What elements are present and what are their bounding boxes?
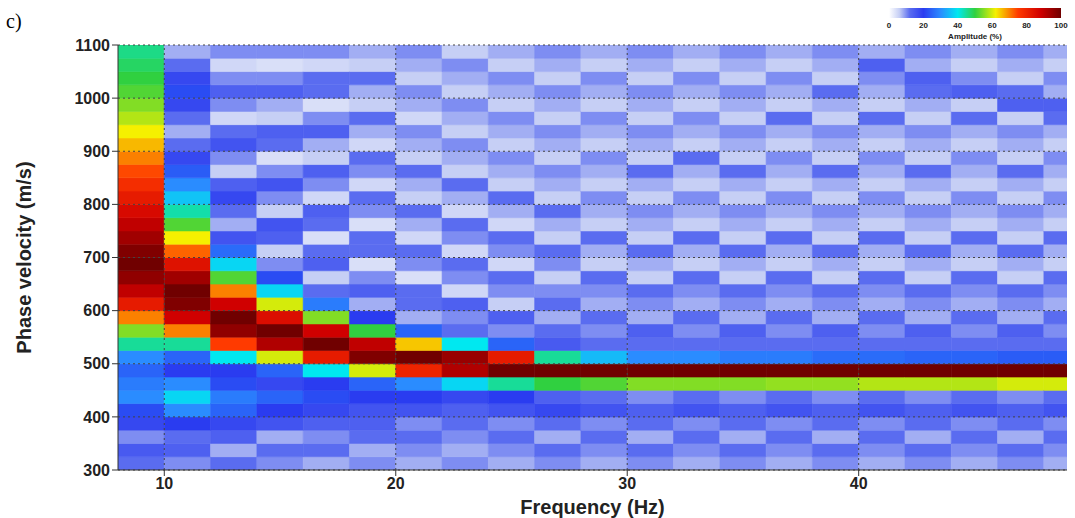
html-text:c): c) xyxy=(6,10,22,32)
svg-text:400: 400 xyxy=(83,409,110,426)
svg-text:40: 40 xyxy=(850,475,868,492)
svg-text:Phase velocity (m/s): Phase velocity (m/s) xyxy=(13,161,35,353)
svg-text:500: 500 xyxy=(83,355,110,372)
svg-text:60: 60 xyxy=(988,21,997,30)
svg-text:30: 30 xyxy=(618,475,636,492)
svg-text:Frequency (Hz): Frequency (Hz) xyxy=(520,496,664,518)
svg-text:700: 700 xyxy=(83,249,110,266)
svg-text:10: 10 xyxy=(155,475,173,492)
svg-text:20: 20 xyxy=(387,475,405,492)
svg-text:0: 0 xyxy=(887,21,892,30)
svg-text:40: 40 xyxy=(953,21,962,30)
svg-text:Amplitude (%): Amplitude (%) xyxy=(948,32,1002,41)
svg-text:600: 600 xyxy=(83,302,110,319)
svg-text:1000: 1000 xyxy=(74,90,110,107)
svg-text:20: 20 xyxy=(919,21,928,30)
svg-text:100: 100 xyxy=(1054,21,1068,30)
svg-text:300: 300 xyxy=(83,462,110,479)
svg-text:800: 800 xyxy=(83,196,110,213)
svg-text:900: 900 xyxy=(83,143,110,160)
svg-text:1100: 1100 xyxy=(75,37,110,54)
svg-text:80: 80 xyxy=(1022,21,1031,30)
